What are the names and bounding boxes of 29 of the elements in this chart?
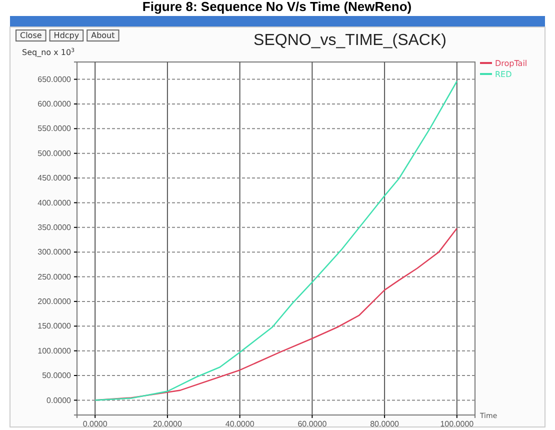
y-tick-label: 300.0000 xyxy=(38,248,72,257)
x-tick-label: 80.0000 xyxy=(370,420,400,429)
y-axis-title: Seq_no x 10$^{3}$ xyxy=(22,47,76,57)
y-tick-label: 250.0000 xyxy=(38,272,72,282)
legend-label: DropTail xyxy=(495,59,528,68)
text: About xyxy=(91,31,115,40)
text: Hdcpy xyxy=(54,31,80,40)
y-tick-label: 150.0000 xyxy=(38,322,72,331)
y-tick-label: 400.0000 xyxy=(38,198,72,208)
chart-subtitle: Figure 8: Sequence No V/s Time (NewReno) xyxy=(142,0,412,14)
y-tick-label: 200.0000 xyxy=(38,297,72,306)
y-tick-label: 450.0000 xyxy=(38,174,72,183)
y-tick-label: 50.0000 xyxy=(42,371,72,380)
text: Close xyxy=(20,31,42,40)
y-tick-label: 100.0000 xyxy=(38,346,72,356)
y-tick-label: 600.0000 xyxy=(38,100,72,109)
x-tick-label: 0.0000 xyxy=(82,420,108,429)
y-tick-label: 0.0000 xyxy=(46,396,72,405)
x-tick-label: 40.0000 xyxy=(225,420,255,429)
y-tick-label: 500.0000 xyxy=(38,148,72,158)
chart-title: SEQNO_vs_TIME_(SACK) xyxy=(254,32,446,49)
y-tick-label: 550.0000 xyxy=(38,124,72,134)
x-tick-label: 60.0000 xyxy=(298,420,328,429)
x-tick-label: 100.0000 xyxy=(440,420,474,429)
y-tick-label: 650.0000 xyxy=(38,74,72,84)
x-tick-label: 20.0000 xyxy=(152,420,182,429)
line-series xyxy=(94,80,458,401)
legend-label: RED xyxy=(495,70,512,79)
y-tick-label: 350.0000 xyxy=(38,222,72,232)
